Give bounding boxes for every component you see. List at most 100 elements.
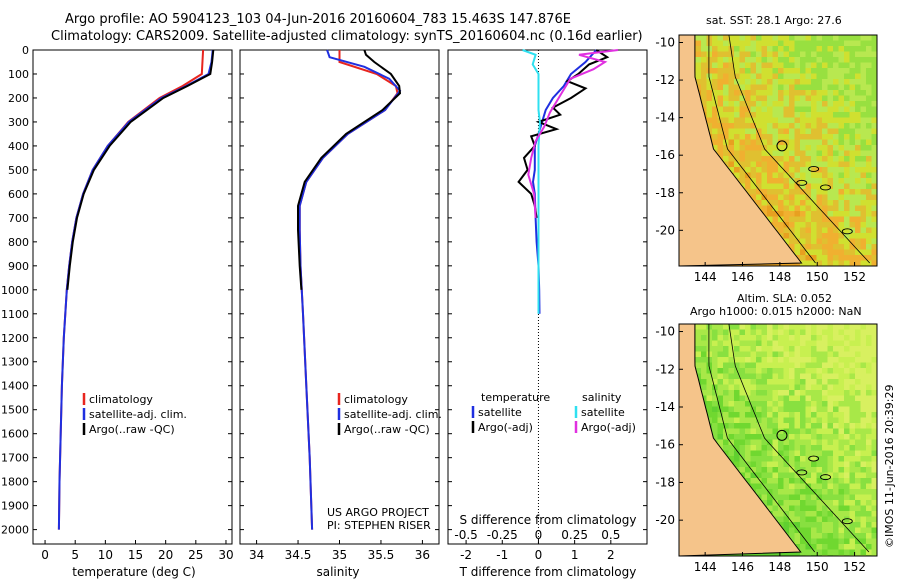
grid-cell (772, 178, 779, 184)
grid-cell (866, 373, 872, 380)
grid-cell (800, 478, 806, 484)
grid-cell (789, 461, 795, 468)
grid-cell (794, 450, 801, 457)
grid-cell (728, 417, 735, 424)
grid-cell (794, 472, 801, 479)
grid-cell (838, 112, 845, 118)
grid-cell (811, 183, 817, 190)
grid-cell (805, 351, 812, 358)
grid-cell (838, 244, 845, 250)
grid-cell (827, 434, 834, 440)
grid-cell (739, 439, 746, 446)
grid-cell (789, 527, 795, 534)
grid-cell (783, 417, 790, 424)
grid-cell (745, 373, 751, 380)
grid-cell (789, 62, 795, 69)
grid-cell (833, 423, 839, 429)
grid-cell (745, 379, 751, 385)
grid-cell (734, 156, 740, 162)
grid-cell (728, 57, 735, 63)
grid-cell (800, 357, 806, 363)
salinity-panel (239, 49, 440, 545)
grid-cell (811, 340, 817, 347)
grid-cell (794, 505, 801, 512)
grid-cell (723, 379, 729, 385)
grid-cell (778, 117, 784, 124)
grid-cell (833, 244, 839, 250)
grid-cell (734, 46, 740, 52)
grid-cell (833, 362, 839, 369)
grid-cell (844, 362, 850, 369)
grid-cell (833, 183, 839, 190)
grid-cell (723, 395, 729, 402)
grid-cell (805, 527, 812, 534)
grid-cell (838, 255, 845, 261)
grid-cell (816, 324, 823, 330)
grid-cell (712, 329, 718, 336)
grid-cell (794, 117, 801, 124)
grid-cell (855, 35, 861, 41)
grid-cell (794, 90, 801, 96)
grid-cell (767, 216, 773, 223)
grid-cell (827, 200, 834, 206)
grid-cell (794, 401, 801, 407)
grid-cell (739, 340, 746, 347)
grid-cell (734, 412, 740, 418)
grid-cell (871, 189, 877, 195)
grid-cell (871, 335, 877, 341)
grid-cell (728, 439, 735, 446)
x-tick-label: 34.5 (285, 548, 312, 562)
grid-cell (778, 106, 784, 113)
grid-cell (728, 40, 735, 47)
grid-cell (838, 200, 845, 206)
grid-cell (816, 260, 823, 266)
grid-cell (855, 494, 861, 501)
grid-cell (816, 412, 823, 418)
grid-cell (811, 351, 817, 358)
grid-cell (767, 340, 773, 347)
grid-cell (772, 340, 779, 347)
grid-cell (761, 461, 768, 468)
grid-cell (849, 117, 856, 124)
sst-map (679, 35, 877, 266)
grid-cell (756, 483, 762, 490)
grid-cell (816, 222, 823, 228)
grid-cell (783, 139, 790, 146)
grid-cell (767, 456, 773, 462)
grid-cell (822, 79, 828, 85)
grid-cell (772, 95, 779, 102)
grid-cell (838, 183, 845, 190)
grid-cell (838, 95, 845, 102)
grid-cell (871, 500, 877, 506)
grid-cell (728, 368, 735, 374)
grid-cell (783, 368, 790, 374)
grid-cell (701, 106, 707, 113)
grid-cell (849, 500, 856, 506)
grid-cell (822, 390, 828, 396)
grid-cell (871, 249, 877, 256)
grid-cell (822, 439, 828, 446)
grid-cell (849, 456, 856, 462)
grid-cell (717, 123, 724, 129)
grid-cell (811, 516, 817, 523)
grid-cell (750, 406, 757, 413)
grid-cell (761, 139, 768, 146)
grid-cell (860, 249, 867, 256)
grid-cell (756, 134, 762, 140)
grid-cell (855, 200, 861, 206)
grid-cell (750, 178, 757, 184)
grid-cell (695, 357, 702, 363)
grid-cell (800, 390, 806, 396)
grid-cell (767, 84, 773, 91)
grid-cell (827, 238, 834, 245)
grid-cell (728, 90, 735, 96)
grid-cell (723, 134, 729, 140)
grid-cell (805, 249, 812, 256)
grid-cell (778, 439, 784, 446)
grid-cell (833, 368, 839, 374)
grid-cell (767, 101, 773, 107)
grid-cell (789, 216, 795, 223)
grid-cell (827, 384, 834, 391)
grid-cell (849, 368, 856, 374)
grid-cell (849, 439, 856, 446)
